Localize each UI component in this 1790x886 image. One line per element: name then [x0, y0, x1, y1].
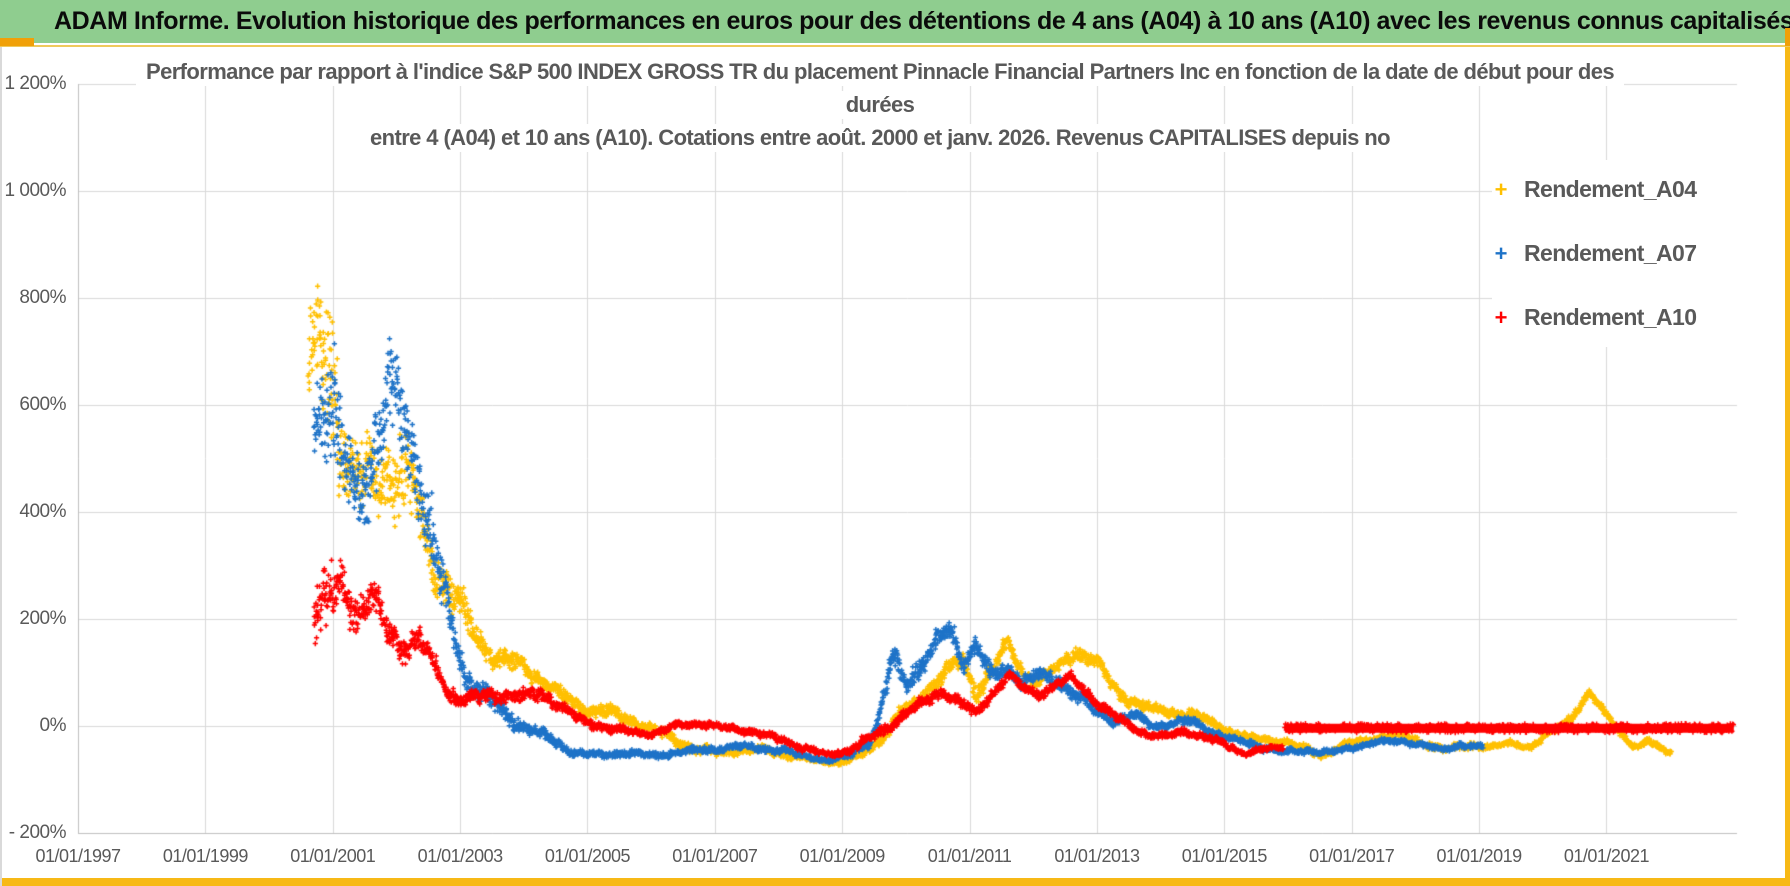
- legend-item-rendement_a07[interactable]: + Rendement_A07: [1492, 240, 1748, 267]
- report-header-title: ADAM Informe. Evolution historique des p…: [54, 7, 1790, 35]
- y-axis-tick-label: 800%: [19, 287, 66, 308]
- report-header: ADAM Informe. Evolution historique des p…: [0, 0, 1790, 43]
- x-axis-tick-label: 01/01/2015: [1181, 846, 1268, 866]
- legend-item-rendement_a04[interactable]: + Rendement_A04: [1492, 176, 1748, 203]
- y-axis-tick-label: 1 000%: [4, 180, 67, 201]
- x-axis-tick-label: 01/01/2013: [1054, 846, 1140, 866]
- legend-label: Rendement_A04: [1524, 176, 1697, 202]
- window-frame-bottom: [0, 878, 1790, 886]
- y-axis-tick-label: 200%: [19, 608, 66, 629]
- y-axis-tick-label: 400%: [19, 501, 66, 522]
- window-frame-right: [1785, 47, 1790, 886]
- x-axis-tick-label: 01/01/2005: [544, 846, 631, 866]
- header-divider: [0, 45, 1790, 47]
- x-axis-tick-label: 01/01/2021: [1563, 846, 1650, 866]
- x-axis-tick-label: 01/01/2011: [927, 846, 1012, 866]
- y-axis-tick-label: 0%: [39, 715, 67, 736]
- x-axis-tick-label: 01/01/2003: [417, 846, 504, 866]
- x-axis-tick-label: 01/01/1997: [35, 846, 121, 866]
- plus-marker-icon: +: [1494, 240, 1508, 266]
- x-axis-tick-label: 01/01/2007: [672, 846, 758, 866]
- window-frame-left: [0, 47, 2, 886]
- legend-label: Rendement_A10: [1524, 304, 1697, 330]
- y-axis-tick-label: 600%: [19, 394, 66, 415]
- frame-notch-left: [0, 38, 34, 46]
- chart-legend: + Rendement_A04 + Rendement_A07 + Rendement_A…: [1492, 160, 1748, 347]
- frame-notch-right: [1785, 28, 1790, 46]
- x-axis-tick-label: 01/01/2009: [799, 846, 886, 866]
- x-axis-tick-label: 01/01/2001: [290, 846, 376, 866]
- x-axis-tick-label: 01/01/2019: [1436, 846, 1523, 866]
- plus-marker-icon: +: [1494, 304, 1508, 330]
- plus-marker-icon: +: [1494, 176, 1508, 202]
- y-axis-tick-label: - 200%: [8, 822, 67, 843]
- y-axis-tick-label: 1 200%: [4, 73, 67, 94]
- x-axis-tick-label: 01/01/1999: [162, 846, 249, 866]
- x-axis-tick-label: 01/01/2017: [1309, 846, 1395, 866]
- legend-item-rendement_a10[interactable]: + Rendement_A10: [1492, 304, 1748, 331]
- legend-label: Rendement_A07: [1524, 240, 1697, 266]
